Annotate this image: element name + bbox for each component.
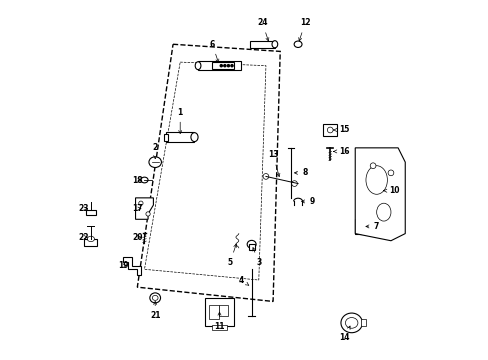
- Ellipse shape: [149, 293, 160, 303]
- Circle shape: [263, 174, 268, 179]
- Text: 8: 8: [294, 168, 307, 177]
- Text: 16: 16: [333, 147, 349, 156]
- Ellipse shape: [376, 203, 390, 221]
- Circle shape: [227, 64, 229, 67]
- Ellipse shape: [87, 236, 94, 242]
- Bar: [164, 134, 167, 141]
- Bar: [198, 62, 241, 70]
- Circle shape: [145, 212, 150, 216]
- Ellipse shape: [294, 41, 302, 48]
- Ellipse shape: [149, 157, 161, 167]
- Text: 3: 3: [252, 248, 261, 267]
- Circle shape: [220, 64, 222, 67]
- Bar: [85, 210, 96, 215]
- Bar: [212, 325, 226, 330]
- Text: 1: 1: [177, 108, 183, 134]
- Text: 4: 4: [238, 275, 248, 285]
- Ellipse shape: [152, 296, 158, 300]
- Polygon shape: [137, 44, 280, 301]
- Text: 2: 2: [152, 143, 158, 159]
- Text: 7: 7: [365, 222, 379, 231]
- Ellipse shape: [195, 62, 201, 69]
- Text: 12: 12: [298, 18, 310, 41]
- Ellipse shape: [190, 133, 198, 141]
- Ellipse shape: [246, 240, 256, 248]
- Bar: [205, 298, 233, 327]
- Text: 20: 20: [132, 233, 142, 242]
- Text: 11: 11: [214, 312, 224, 331]
- Ellipse shape: [141, 177, 148, 183]
- Circle shape: [326, 127, 332, 133]
- Polygon shape: [123, 257, 141, 275]
- Ellipse shape: [345, 318, 357, 328]
- Bar: [212, 62, 233, 69]
- Circle shape: [139, 201, 143, 205]
- Text: 13: 13: [267, 150, 279, 177]
- Text: 14: 14: [339, 326, 349, 342]
- Text: 5: 5: [227, 244, 236, 267]
- Text: 6: 6: [209, 40, 219, 62]
- Circle shape: [291, 181, 297, 186]
- Text: 10: 10: [383, 186, 399, 195]
- Text: 18: 18: [132, 176, 142, 185]
- Text: 19: 19: [118, 261, 128, 270]
- Text: 24: 24: [257, 18, 268, 41]
- Bar: [84, 239, 97, 246]
- Circle shape: [224, 64, 225, 67]
- Ellipse shape: [365, 166, 386, 194]
- Circle shape: [369, 163, 375, 168]
- Text: 9: 9: [301, 197, 314, 206]
- Text: 21: 21: [150, 301, 160, 320]
- Ellipse shape: [340, 313, 362, 333]
- Text: 15: 15: [333, 126, 349, 135]
- Polygon shape: [135, 198, 153, 219]
- Bar: [165, 132, 194, 143]
- Ellipse shape: [271, 41, 277, 48]
- Text: 23: 23: [79, 204, 89, 213]
- Bar: [360, 319, 365, 327]
- Bar: [219, 305, 228, 316]
- Bar: [354, 219, 369, 234]
- Bar: [249, 41, 274, 48]
- Text: 22: 22: [79, 233, 89, 242]
- Bar: [248, 244, 254, 249]
- Circle shape: [387, 170, 393, 176]
- Circle shape: [230, 64, 233, 67]
- Bar: [323, 123, 337, 136]
- Polygon shape: [354, 148, 405, 241]
- Bar: [208, 305, 219, 319]
- Text: 17: 17: [132, 204, 142, 213]
